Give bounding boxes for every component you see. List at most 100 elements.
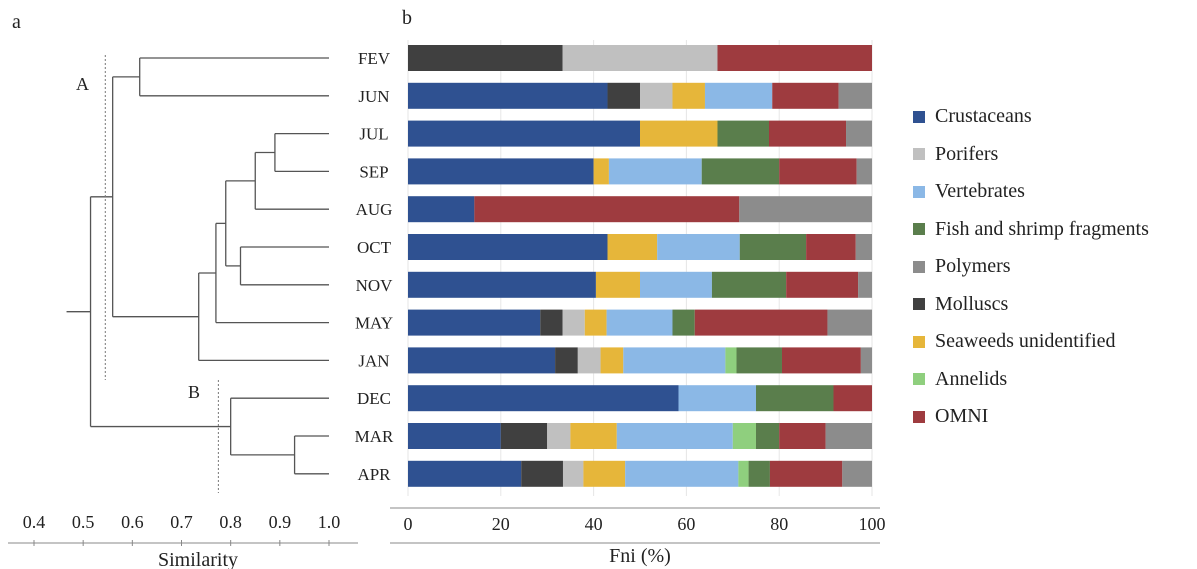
- legend-swatch: [913, 335, 925, 348]
- bar-segment: [408, 460, 522, 487]
- bar-segment: [408, 234, 608, 260]
- bar-segment: [725, 347, 737, 374]
- similarity-tick-label: 0.9: [269, 512, 292, 532]
- leaf-label: JAN: [358, 351, 389, 370]
- bar-segment: [625, 460, 739, 487]
- bar-segment: [858, 271, 872, 298]
- legend-swatch: [913, 410, 925, 423]
- cluster-a-label: A: [76, 74, 89, 94]
- bar-segment: [593, 158, 609, 185]
- bar-segment: [540, 309, 563, 336]
- leaf-label: NOV: [356, 276, 394, 295]
- legend-item: Porifers: [913, 136, 1149, 174]
- cluster-b-label: B: [188, 382, 200, 402]
- bar-segment: [521, 460, 563, 487]
- bar-segment: [717, 120, 769, 147]
- bar-segment: [657, 234, 740, 260]
- leaf-label: AUG: [356, 200, 393, 219]
- similarity-axis: 0.4 0.5 0.6 0.7 0.8 0.9 1.0: [8, 512, 358, 546]
- bar-segment: [408, 347, 556, 374]
- x-tick-label: 0: [404, 514, 413, 534]
- panel-b-label: b: [402, 7, 412, 29]
- leaf-label: APR: [357, 465, 391, 484]
- bar-segment: [833, 385, 872, 412]
- legend-item: Fish and shrimp fragments: [913, 211, 1149, 249]
- bar-segment: [672, 309, 695, 336]
- bar-segment: [577, 347, 601, 374]
- bar-segment: [704, 82, 773, 109]
- leaf-label: MAR: [355, 427, 394, 446]
- bar-segment: [711, 271, 787, 298]
- bar-segment: [408, 158, 594, 185]
- bar-segment: [555, 347, 578, 374]
- legend-label: Porifers: [935, 142, 999, 165]
- bar-segment: [786, 271, 859, 298]
- bar-segment: [640, 120, 718, 147]
- stacked-bar-panel: b 0 20 40 60 80 100 Fni (%): [390, 7, 886, 567]
- bar-segment: [678, 385, 756, 412]
- bar-segment: [607, 82, 640, 109]
- bar-segment: [825, 423, 872, 449]
- legend-item: Seaweeds unidentified: [913, 323, 1149, 361]
- x-tick-label: 40: [585, 514, 603, 534]
- leaf-labels: FEV JUN JUL SEP AUG OCT NOV MAY JAN DEC MAR APR: [355, 49, 394, 484]
- bar-segment: [570, 423, 617, 449]
- legend-label: Polymers: [935, 255, 1011, 278]
- legend-item: Vertebrates: [913, 173, 1149, 211]
- bar-segment: [547, 423, 571, 449]
- bar-segment: [408, 309, 541, 336]
- bar-segment: [672, 82, 705, 109]
- legend-swatch: [913, 298, 925, 311]
- similarity-tick-label: 0.5: [72, 512, 95, 532]
- x-tick-label: 80: [770, 514, 788, 534]
- x-tick-label: 100: [859, 514, 886, 534]
- bar-segment: [607, 234, 658, 260]
- legend-swatch: [913, 223, 925, 236]
- x-axis: 0 20 40 60 80 100: [390, 507, 886, 544]
- bar-segment: [855, 234, 872, 260]
- x-axis-label: Fni (%): [609, 545, 671, 567]
- bar-segment: [640, 271, 712, 298]
- bar-segment: [838, 82, 872, 109]
- legend-label: Seaweeds unidentified: [935, 330, 1116, 353]
- bar-segment: [738, 460, 749, 487]
- bar-segment: [408, 385, 679, 412]
- bar-segment: [500, 423, 548, 449]
- legend-label: Fish and shrimp fragments: [935, 217, 1149, 240]
- legend-swatch: [913, 260, 925, 273]
- bar-segment: [623, 347, 726, 374]
- bar-segment: [756, 423, 780, 449]
- legend-swatch: [913, 110, 925, 123]
- legend-swatch: [913, 185, 925, 198]
- bar-segment: [562, 45, 718, 71]
- legend-label: OMNI: [935, 405, 989, 428]
- bar-segment: [781, 347, 861, 374]
- bar-segment: [640, 82, 673, 109]
- legend-item: Molluscs: [913, 286, 1149, 324]
- legend: Crustaceans Porifers Vertebrates Fish and s…: [913, 98, 1149, 436]
- bar-segment: [779, 158, 857, 185]
- legend-swatch: [913, 148, 925, 161]
- leaf-label: DEC: [357, 389, 391, 408]
- legend-item: Polymers: [913, 248, 1149, 286]
- bar-segment: [608, 158, 702, 185]
- bar-segment: [717, 45, 872, 71]
- bar-segment: [694, 309, 828, 336]
- x-tick-label: 60: [677, 514, 695, 534]
- bar-segment: [846, 120, 872, 147]
- bar-segment: [408, 120, 640, 147]
- similarity-tick-label: 0.4: [23, 512, 46, 532]
- legend-item: OMNI: [913, 398, 1149, 436]
- leaf-label: SEP: [359, 162, 388, 181]
- bar-segment: [562, 309, 585, 336]
- bar-segment: [595, 271, 640, 298]
- legend-item: Crustaceans: [913, 98, 1149, 136]
- bar-segment: [408, 82, 608, 109]
- bar-segment: [842, 460, 872, 487]
- bar-segment: [756, 385, 834, 412]
- bar-segment: [768, 120, 847, 147]
- bar-segment: [769, 460, 843, 487]
- bar-segment: [606, 309, 673, 336]
- bar-segment: [600, 347, 624, 374]
